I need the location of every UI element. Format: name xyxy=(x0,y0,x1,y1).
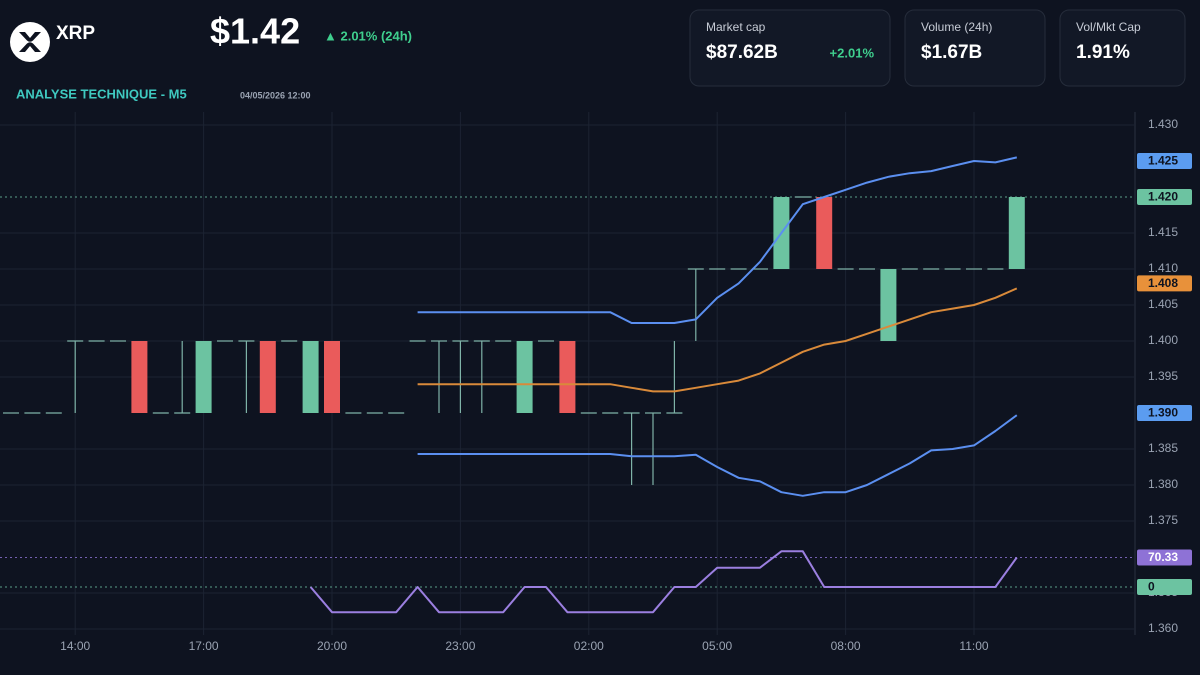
y-tick-label: 1.360 xyxy=(1148,621,1178,635)
y-tick-label: 1.405 xyxy=(1148,297,1178,311)
y-tick-label: 1.415 xyxy=(1148,225,1178,239)
x-tick-label: 08:00 xyxy=(831,639,861,653)
candle-body xyxy=(816,197,833,269)
price-marker-label: 70.33 xyxy=(1148,550,1178,564)
candle-body xyxy=(131,341,148,413)
y-tick-label: 1.400 xyxy=(1148,333,1178,347)
y-tick-label: 1.430 xyxy=(1148,117,1178,131)
plot: 1.430 1.415 1.410 1.405 1.400 1.395 1.385 1.380… xyxy=(0,112,1192,653)
stat-label: Volume (24h) xyxy=(921,20,992,34)
indicator-line xyxy=(417,156,1018,324)
price-marker xyxy=(1137,189,1192,205)
candle-body xyxy=(1008,197,1025,269)
candle-body xyxy=(302,341,319,413)
x-tick-label: 05:00 xyxy=(702,639,732,653)
price-marker xyxy=(1137,153,1192,169)
x-tick-label: 17:00 xyxy=(189,639,219,653)
y-tick-label: 1.385 xyxy=(1148,441,1178,455)
price-marker xyxy=(1137,405,1192,421)
indicator-line xyxy=(417,414,1018,497)
stat-change: +2.01% xyxy=(830,45,875,60)
stat-label: Market cap xyxy=(706,20,766,34)
stat-label: Vol/Mkt Cap xyxy=(1076,20,1141,34)
candle-body xyxy=(559,341,576,413)
y-tick-label: 1.380 xyxy=(1148,477,1178,491)
x-tick-label: 23:00 xyxy=(445,639,475,653)
symbol: XRP xyxy=(56,23,95,44)
candle-body xyxy=(516,341,533,413)
stat-card: Vol/Mkt Cap 1.91% xyxy=(1059,9,1186,87)
indicator-line xyxy=(309,550,1018,614)
y-tick-label: 1.395 xyxy=(1148,369,1178,383)
candle-body xyxy=(259,341,276,413)
stat-value: $87.62B xyxy=(706,42,778,63)
x-tick-label: 11:00 xyxy=(959,639,988,653)
price-marker-label: 0 xyxy=(1148,580,1155,594)
stat-card: Volume (24h) $1.67B xyxy=(904,9,1046,87)
section-title: ANALYSE TECHNIQUE - M5 xyxy=(16,86,187,101)
candle-body xyxy=(195,341,212,413)
price-marker xyxy=(1137,275,1192,292)
y-tick-label: 1.410 xyxy=(1148,261,1178,275)
x-tick-label: 20:00 xyxy=(317,639,347,653)
x-tick-label: 02:00 xyxy=(574,639,604,653)
price-marker xyxy=(1137,549,1192,566)
price: $1.42 xyxy=(210,11,300,52)
stat-value: $1.67B xyxy=(921,42,982,63)
stat-value: 1.91% xyxy=(1076,42,1130,63)
candle-body xyxy=(880,269,897,341)
indicator-line xyxy=(417,287,1018,393)
price-change: ▲ 2.01% (24h) xyxy=(324,28,412,43)
y-tick-label: 1.375 xyxy=(1148,513,1178,527)
price-marker-label: 1.420 xyxy=(1148,190,1178,204)
logo xyxy=(10,22,50,62)
candle-body xyxy=(324,341,340,413)
price-marker xyxy=(1137,579,1192,595)
stat-card: Market cap $87.62B +2.01% xyxy=(689,9,891,87)
price-marker-label: 1.425 xyxy=(1148,154,1178,168)
timestamp: 04/05/2026 12:00 xyxy=(240,90,311,100)
price-marker-label: 1.390 xyxy=(1148,406,1178,420)
price-marker-label: 1.408 xyxy=(1148,276,1178,290)
x-tick-label: 14:00 xyxy=(60,639,90,653)
